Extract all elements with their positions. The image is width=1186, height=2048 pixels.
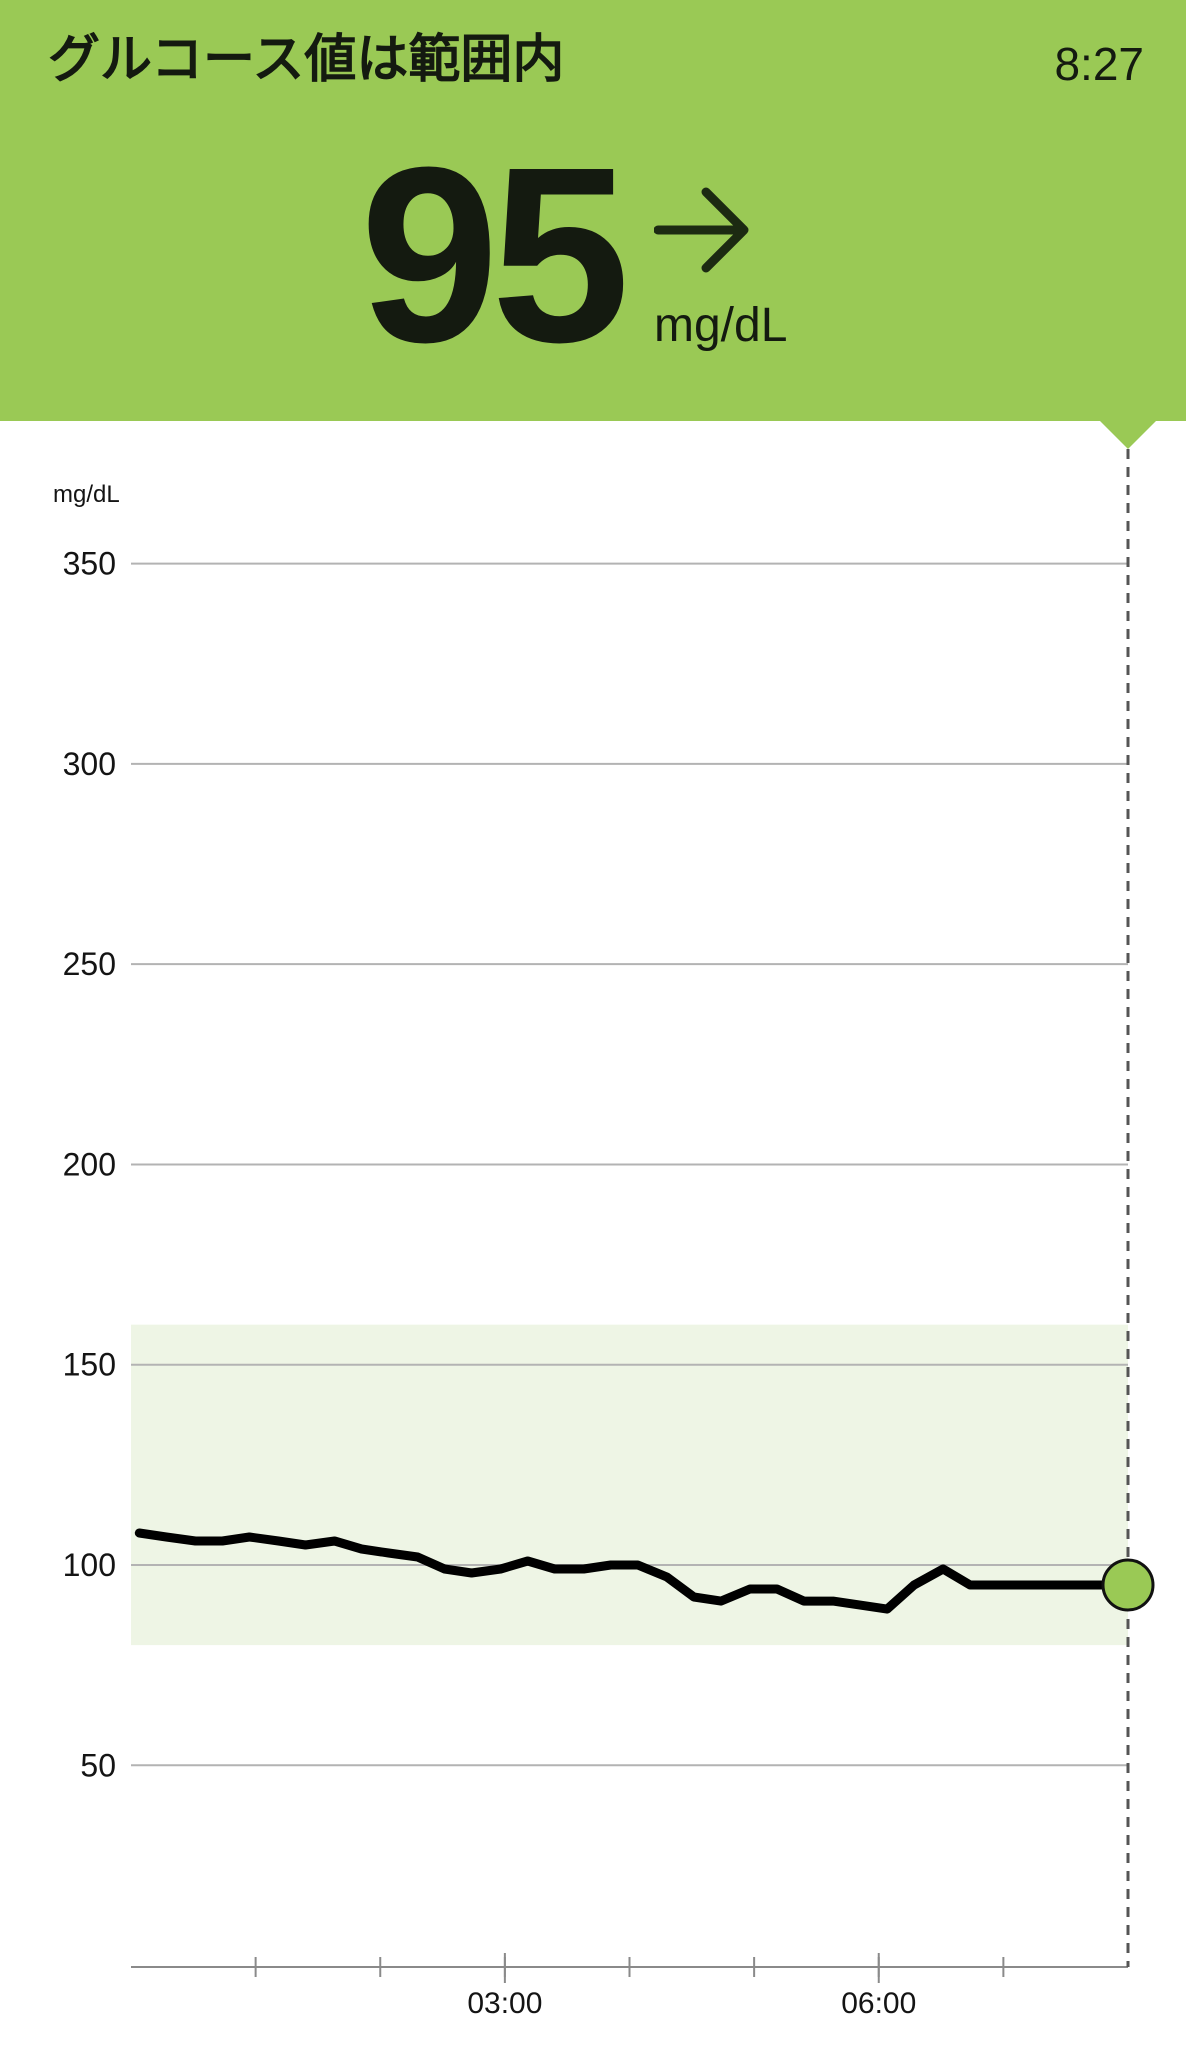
status-title: グルコース値は範囲内 bbox=[48, 30, 565, 90]
x-tick-label: 06:00 bbox=[841, 1987, 916, 2020]
x-tick-label: 03:00 bbox=[467, 1987, 542, 2020]
current-reading-dot bbox=[1101, 1558, 1155, 1612]
y-axis-unit-label: mg/dL bbox=[53, 481, 120, 508]
glucose-reading-value: 95 bbox=[360, 115, 630, 394]
y-tick-label-100: 100 bbox=[63, 1547, 116, 1583]
glucose-status-header bbox=[0, 0, 1186, 421]
glucose-series-line bbox=[134, 1528, 1133, 1614]
y-tick-label-200: 200 bbox=[63, 1146, 116, 1182]
y-tick-label-300: 300 bbox=[63, 746, 116, 782]
y-tick-label-350: 350 bbox=[63, 546, 116, 582]
arrow-right-icon bbox=[654, 187, 749, 273]
target-range-band bbox=[131, 1324, 1128, 1646]
glucose-reading-unit: mg/dL bbox=[654, 299, 788, 352]
current-time-notch bbox=[1100, 421, 1156, 449]
y-tick-label-250: 250 bbox=[63, 946, 116, 982]
y-tick-label-150: 150 bbox=[63, 1347, 116, 1383]
status-time: 8:27 bbox=[1054, 38, 1144, 90]
y-tick-label-50: 50 bbox=[80, 1747, 116, 1783]
